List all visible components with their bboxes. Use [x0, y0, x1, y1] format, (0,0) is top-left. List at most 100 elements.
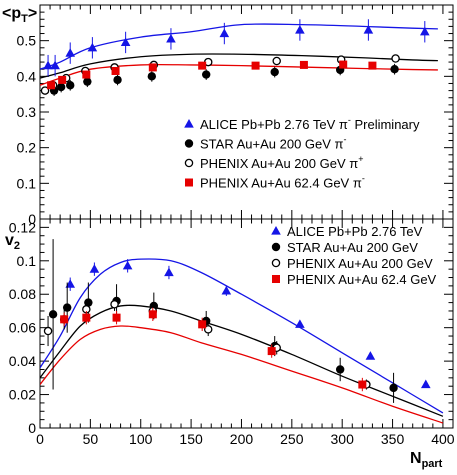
x-tick-label: 0: [36, 431, 44, 447]
data-point: [198, 61, 207, 70]
legend-label-text: PHENIX Au+Au 200 GeV: [287, 256, 433, 271]
data-point: [43, 60, 53, 70]
legend-label-text: ALICE Pb+Pb 2.76 TeV π: [200, 117, 348, 132]
y-tick-label: 0.02: [9, 387, 36, 403]
data-point: [219, 28, 230, 38]
y-axis-label-sub: 2: [14, 240, 20, 252]
data-point: [120, 37, 131, 47]
v2-panel: 0 0.02 0.04 0.06 0.08 0.1 0.12 0 50 100 150 200 250 3…: [5, 218, 455, 470]
data-point: [43, 326, 53, 336]
data-point: [202, 70, 211, 79]
y-tick-label: 0.2: [17, 140, 37, 156]
data-point: [295, 24, 305, 34]
x-tick-label: 250: [280, 431, 304, 447]
data-point: [111, 66, 120, 75]
data-point: [198, 320, 207, 329]
data-point: [335, 365, 345, 374]
x-tick-label: 50: [83, 431, 99, 447]
legend-label-text: PHENIX Au+Au 62.4 GeV: [287, 272, 437, 287]
y-tick-label: 0.4: [17, 68, 37, 84]
legend-marker: [184, 158, 194, 168]
y-tick-label: 0.1: [17, 175, 37, 191]
data-point: [65, 48, 76, 57]
data-point: [270, 67, 279, 77]
y-axis-label-tail: >: [28, 5, 37, 22]
data-point: [368, 61, 377, 70]
legend-label-sup: +: [358, 154, 363, 164]
data-point: [58, 75, 67, 84]
data-point: [419, 26, 430, 36]
data-point: [122, 260, 133, 270]
data-point: [50, 60, 60, 70]
model-curve: [40, 63, 438, 86]
data-point: [299, 60, 308, 69]
data-point: [47, 81, 56, 90]
y-axis-label-sub: T: [21, 13, 28, 25]
legend-label: STAR Au+Au 200 GeV π-: [200, 135, 347, 152]
data-point: [221, 285, 232, 295]
data-point: [363, 24, 374, 34]
x-axis-label: Npart: [410, 450, 443, 470]
data-point: [65, 279, 76, 288]
legend: ALICE Pb+Pb 2.76 TeV π- PreliminarySTAR …: [184, 115, 420, 191]
plot-frame: [39, 218, 454, 429]
y-tick-label: 0: [28, 420, 36, 436]
x-tick-label: 350: [381, 431, 405, 447]
model-curve: [40, 53, 438, 79]
data-point: [267, 347, 276, 356]
series-group: [60, 307, 367, 392]
legend-marker: [184, 139, 194, 148]
legend-label: ALICE Pb+Pb 2.76 TeV: [287, 224, 423, 239]
data-point: [251, 61, 260, 70]
y-tick-label: 0.06: [9, 320, 36, 336]
data-point: [164, 267, 174, 277]
legend-label: PHENIX Au+Au 62.4 GeV: [287, 272, 437, 287]
data-point: [339, 60, 348, 69]
legend-label-text: STAR Au+Au 200 GeV π: [200, 137, 344, 152]
x-tick-label: 400: [431, 431, 455, 447]
data-point: [421, 379, 431, 389]
data-point: [66, 81, 75, 90]
legend-marker: [271, 242, 281, 252]
x-tick-label: 300: [331, 431, 355, 447]
data-point: [40, 86, 50, 95]
model-curve: [40, 325, 444, 424]
data-point: [56, 82, 66, 92]
data-point: [113, 75, 122, 85]
data-point: [148, 310, 157, 319]
legend-label-sup: -: [348, 115, 351, 125]
x-axis-label-sub: part: [422, 458, 443, 470]
data-point: [148, 63, 157, 72]
legend-label-text: PHENIX Au+Au 200 GeV π: [200, 156, 358, 171]
y-axis-label: v2: [5, 232, 20, 252]
legend-label: PHENIX Au+Au 200 GeV: [287, 256, 433, 271]
data-point: [272, 56, 281, 66]
y-tick-label: 0.04: [9, 353, 36, 369]
y-axis-label: <pT>: [2, 5, 37, 25]
legend-marker: [184, 119, 194, 128]
legend-label-text: ALICE Pb+Pb 2.76 TeV: [287, 224, 423, 239]
series-group: [65, 259, 431, 389]
data-point: [390, 65, 399, 74]
data-point: [147, 72, 157, 81]
data-point: [203, 325, 213, 334]
legend-label: STAR Au+Au 200 GeV: [287, 240, 418, 255]
x-tick-label: 200: [230, 431, 254, 447]
data-point: [82, 70, 91, 79]
pt-panel: 0 0.1 0.2 0.3 0.4 0.5 <pT> ALICE Pb+Pb 2.76 TeV…: [2, 4, 454, 227]
series-group: [47, 60, 377, 90]
data-point: [89, 264, 100, 273]
y-tick-label: 0.12: [9, 219, 36, 235]
series-group: [43, 297, 371, 390]
data-point: [358, 380, 367, 389]
legend-label: PHENIX Au+Au 62.4 GeV π-: [200, 174, 365, 191]
legend-label-text: PHENIX Au+Au 62.4 GeV π: [200, 176, 362, 191]
data-point: [48, 310, 58, 319]
data-point: [110, 300, 119, 309]
legend-label: PHENIX Au+Au 200 GeV π+: [200, 154, 363, 171]
legend-label-text: STAR Au+Au 200 GeV: [287, 240, 418, 255]
x-tick-label: 100: [129, 431, 153, 447]
y-tick-label: 0.1: [17, 253, 37, 269]
